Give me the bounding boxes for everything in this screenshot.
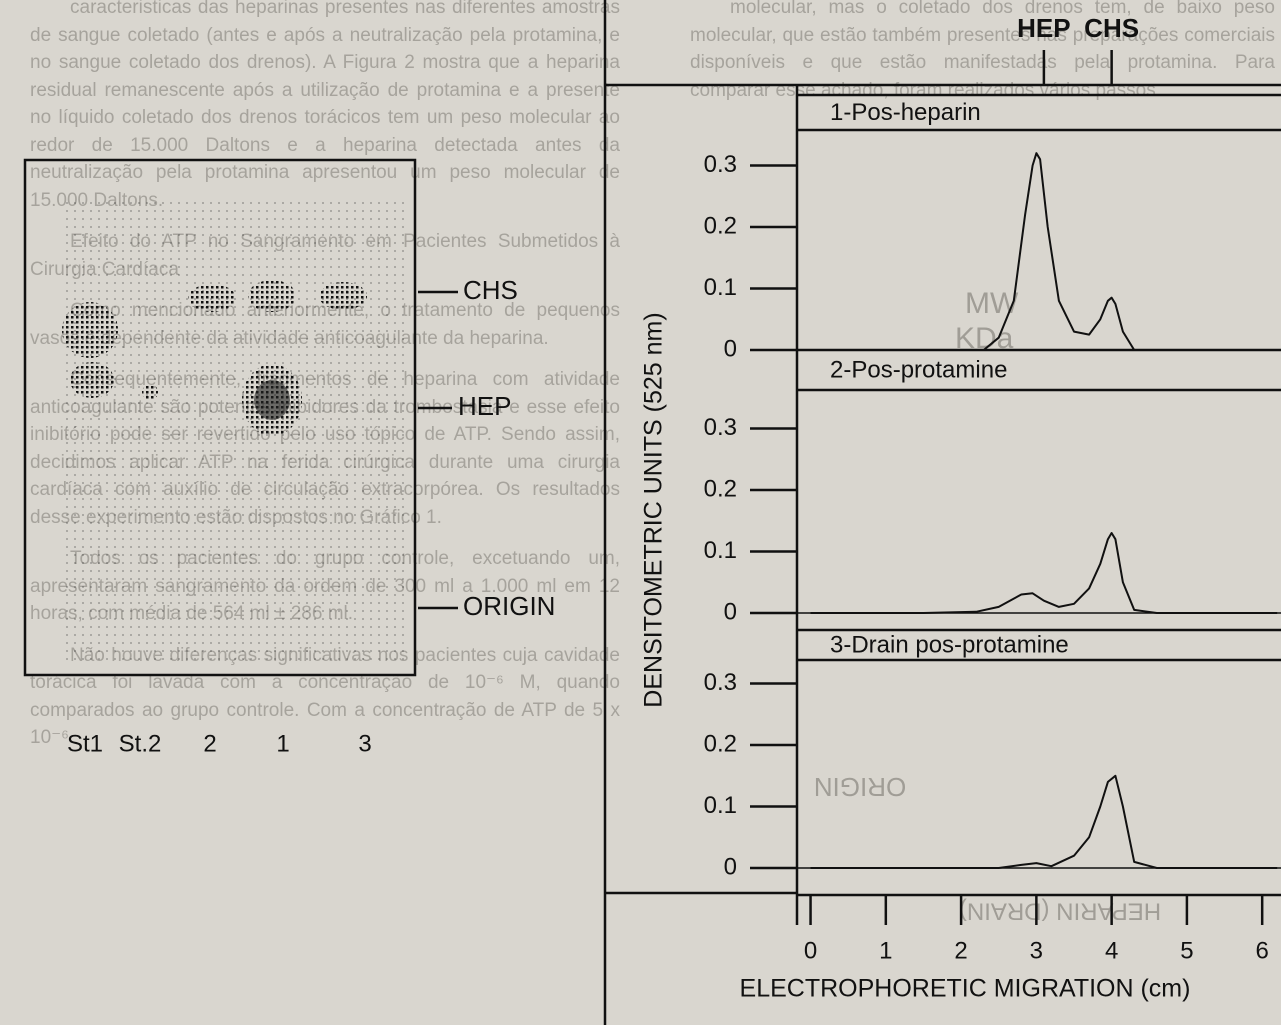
y-tick-label: 0.3 [704, 151, 737, 178]
x-tick-label: 6 [1256, 937, 1269, 964]
lane-labels: St1 St.2 2 1 3 [67, 730, 372, 757]
y-tick-label: 0 [724, 853, 737, 880]
chart: 0 1 2 3 4 5 6 HEP CHS 1-Pos-heparin 0 0.1 0.2 0.3 2-Po… [704, 13, 1281, 964]
lane-label: 3 [358, 730, 371, 757]
band-label: ORIGIN [463, 591, 555, 621]
y-tick-label: 0.2 [704, 730, 737, 757]
gel-background [62, 200, 405, 665]
gel-spots [62, 280, 367, 436]
lane-label: 1 [276, 730, 289, 757]
gel-frame [23, 158, 417, 677]
panel-label: 3-Drain pos-protamine [830, 631, 1069, 658]
lane-label: St1 [67, 730, 103, 757]
faint-label: MW [965, 287, 1019, 320]
x-tick-label: 1 [879, 937, 892, 964]
lane-label: St.2 [119, 730, 162, 757]
marker-label: HEP [1017, 13, 1070, 43]
panel-label: 1-Pos-heparin [830, 99, 981, 126]
lane-label: 2 [203, 730, 216, 757]
paragraph: caracteristicas das heparinas presentes … [30, 0, 620, 211]
paragraph: Não houve diferenças significativas nos … [30, 644, 620, 749]
y-tick-label: 0.3 [704, 669, 737, 696]
x-tick-label: 4 [1105, 937, 1118, 964]
density-curve [810, 532, 1278, 614]
band-label: HEP [458, 391, 511, 421]
y-tick-label: 0.1 [704, 537, 737, 564]
panel-label: 2-Pos-protamine [830, 356, 1007, 383]
x-tick-label: 2 [954, 937, 967, 964]
y-tick-label: 0 [724, 598, 737, 625]
density-curve [983, 152, 1150, 351]
marker-label: CHS [1084, 13, 1139, 43]
x-tick-label: 0 [804, 937, 817, 964]
y-tick-label: 0 [724, 335, 737, 362]
y-axis-title: DENSITOMETRIC UNITS (525 nm) [640, 312, 668, 707]
density-curve [810, 774, 1278, 869]
x-tick-label: 3 [1030, 937, 1043, 964]
y-tick-label: 0.2 [704, 212, 737, 239]
faint-label: ORIGIN [814, 772, 906, 802]
y-tick-label: 0.2 [704, 475, 737, 502]
y-tick-label: 0.1 [704, 792, 737, 819]
band-label: CHS [463, 275, 518, 305]
x-axis-title: ELECTROPHORETIC MIGRATION (cm) [740, 975, 1191, 1003]
y-tick-label: 0.3 [704, 414, 737, 441]
x-tick-label: 5 [1180, 937, 1193, 964]
faint-label: HEPARIN (DRAIN) [959, 898, 1161, 925]
y-tick-label: 0.1 [704, 274, 737, 301]
